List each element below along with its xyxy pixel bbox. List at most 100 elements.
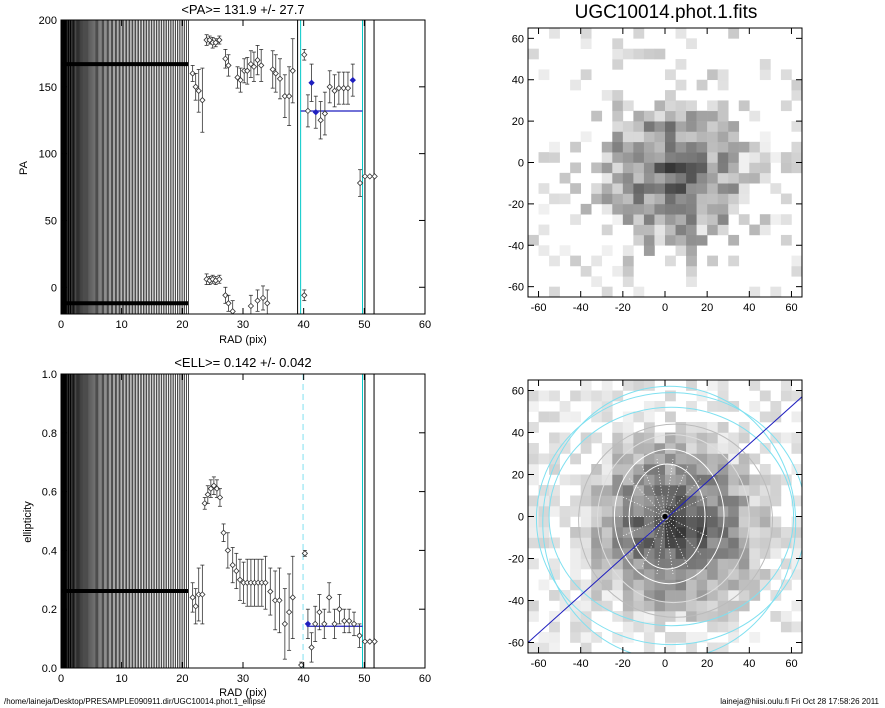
img-pixel: [749, 141, 761, 153]
ovl-pixel: [654, 621, 666, 633]
img-pixel: [643, 110, 655, 122]
ovl-pixel: [591, 411, 603, 423]
img-pixel: [549, 193, 560, 205]
img-pixel: [622, 121, 634, 132]
ovl-pixel: [738, 600, 750, 612]
pa-xtick-label: 0: [58, 319, 64, 331]
ovl-pixel: [749, 495, 761, 507]
ovl-pixel: [622, 506, 634, 517]
img-pixel: [707, 224, 718, 236]
ovl-pixel: [780, 537, 792, 549]
img-pixel: [717, 183, 729, 194]
ovl-pixel: [528, 611, 539, 622]
ovl-pixel: [580, 380, 592, 391]
ell-data-point: [285, 608, 293, 616]
img-pixel: [622, 48, 634, 60]
img-pixel: [643, 141, 655, 153]
ovl-pixel: [622, 632, 634, 643]
img-pixel: [633, 121, 645, 132]
ovl-pixel: [633, 474, 645, 486]
pa-data-point: [209, 276, 216, 283]
img-pixel: [707, 152, 718, 163]
img-pixel: [780, 193, 792, 205]
img-pixel: [749, 162, 761, 174]
pa-data-point: [203, 276, 210, 283]
ovl-pixel: [591, 558, 603, 570]
ovl-pixel: [791, 443, 803, 454]
ovl-pixel: [707, 621, 718, 633]
img-pixel: [633, 224, 645, 236]
img-pixel: [654, 183, 666, 194]
img-pixel: [696, 131, 708, 143]
img-pixel: [738, 141, 750, 153]
ovl-pixel: [538, 579, 550, 591]
img-pixel: [633, 203, 645, 215]
ovl-pixel: [717, 474, 729, 486]
img-pixel: [717, 121, 729, 132]
pa-data-point: [212, 39, 219, 46]
ovl-pixel: [580, 443, 592, 454]
img-pixel: [570, 79, 581, 91]
img-pixel: [675, 203, 687, 215]
ovl-pixel: [791, 464, 803, 475]
ovl-pixel: [601, 569, 613, 580]
img-pixel: [770, 152, 782, 163]
ell-data-point: [213, 485, 221, 492]
ovl-pixel: [686, 474, 697, 486]
ovl-pixel: [686, 401, 697, 412]
pa-data-point: [195, 87, 202, 94]
img-pixel: [686, 110, 697, 122]
ovl-pixel: [738, 474, 750, 486]
ovl-pixel: [591, 432, 603, 444]
ell-data-point: [321, 620, 328, 628]
footer-stamp: laineja@hiisi.oulu.fi Fri Oct 28 17:58:2…: [720, 697, 879, 706]
img-pixel: [570, 183, 581, 194]
img-pixel: [770, 286, 782, 298]
pa-data-point: [264, 300, 271, 307]
img-ytick-label: -20: [508, 199, 524, 211]
ovl-pixel: [612, 569, 624, 580]
ell-data-point: [201, 500, 208, 507]
img-pixel: [728, 183, 740, 194]
ovl-pixel: [633, 621, 645, 633]
ovl-pixel: [612, 390, 624, 402]
img-pixel: [654, 224, 666, 236]
pa-data-point: [344, 84, 352, 92]
ovl-pixel: [707, 600, 718, 612]
ovl-pixel: [696, 600, 708, 612]
img-pixel: [707, 100, 718, 112]
img-pixel: [622, 152, 634, 163]
img-pixel: [654, 162, 666, 174]
ovl-pixel: [759, 474, 771, 486]
img-pixel: [622, 265, 634, 277]
ovl-overlays: [528, 385, 802, 653]
pa-data-point: [361, 173, 369, 180]
img-pixel: [601, 141, 613, 153]
ovl-pixel: [707, 453, 718, 465]
img-pixel: [728, 234, 740, 246]
ovl-pixel: [580, 548, 592, 559]
ovl-pixel: [601, 537, 613, 549]
ovl-center-spoke: [664, 516, 709, 537]
ell-data-point: [336, 606, 343, 613]
ell-data-point: [276, 597, 283, 604]
ell-data-point: [289, 594, 296, 601]
ovl-pixel: [707, 569, 718, 580]
ovl-pixel: [654, 506, 666, 517]
ovl-pixel: [707, 516, 718, 528]
img-pixel: [707, 193, 718, 205]
ovl-pixel: [580, 621, 592, 633]
img-pixel: [612, 172, 624, 184]
ovl-pixel: [791, 621, 803, 633]
ovl-pixel: [665, 611, 676, 622]
img-pixel: [538, 224, 550, 236]
img-pixel: [707, 162, 718, 174]
ovl-pixel: [643, 411, 655, 423]
img-pixel: [549, 286, 560, 298]
ovl-pixel: [665, 443, 676, 454]
pa-data-point: [216, 36, 223, 44]
img-pixel: [759, 214, 771, 225]
img-pixel: [538, 183, 550, 194]
img-pixel: [728, 28, 740, 39]
ovl-pixel: [538, 506, 550, 517]
